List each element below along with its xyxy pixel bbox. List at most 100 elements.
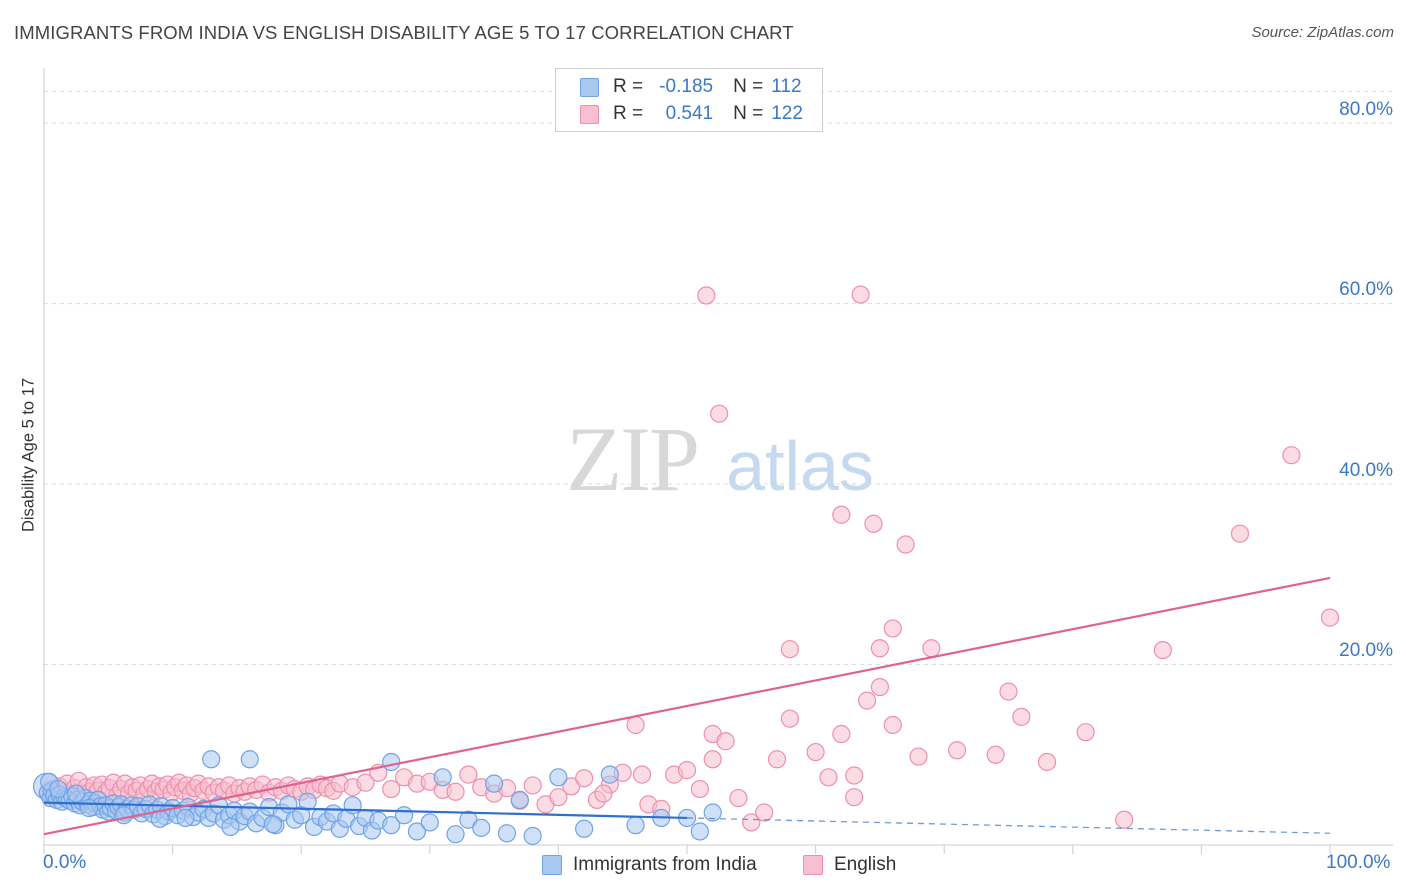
x-tick-label-min: 0.0%	[43, 852, 87, 873]
data-point-english	[710, 404, 729, 423]
data-point-immigrants	[240, 750, 259, 769]
trend-line-immigrants-extension	[686, 817, 1331, 834]
data-point-immigrants	[298, 792, 317, 811]
x-tick-label-max: 100.0%	[1326, 852, 1391, 873]
trend-line-english	[43, 576, 1331, 836]
data-point-english	[857, 691, 877, 710]
data-point-english	[832, 724, 851, 744]
data-point-immigrants	[600, 765, 619, 784]
data-point-immigrants	[382, 752, 401, 772]
data-point-english	[729, 788, 748, 808]
data-point-english	[845, 788, 864, 807]
series-immigrants-from-india	[32, 750, 722, 846]
data-point-english	[549, 788, 568, 807]
legend-n-value: 112	[771, 76, 802, 97]
data-point-english	[742, 813, 761, 832]
data-point-immigrants	[523, 826, 542, 846]
data-point-english	[986, 745, 1005, 764]
data-point-immigrants	[79, 798, 99, 818]
legend-n-value: 122	[771, 103, 803, 124]
watermark: ZIP atlas	[566, 408, 874, 510]
legend-row-immigrants: R = -0.185 N = 112	[580, 75, 802, 99]
legend-swatch-pink	[580, 104, 599, 124]
data-point-english	[864, 514, 883, 533]
svg-text:ZIP: ZIP	[566, 408, 698, 510]
bottom-legend-english: English	[803, 852, 896, 878]
data-point-english	[870, 677, 890, 697]
data-point-english	[626, 715, 645, 735]
data-point-immigrants	[690, 822, 709, 841]
data-point-english	[883, 715, 902, 735]
data-point-immigrants	[67, 784, 86, 803]
data-point-english	[703, 750, 722, 769]
data-point-immigrants	[382, 816, 401, 835]
bottom-legend-swatch-pink	[803, 855, 823, 875]
y-tick-label: 40.0%	[1339, 459, 1393, 481]
data-point-english	[632, 765, 652, 784]
data-point-english	[909, 747, 928, 766]
data-point-english	[356, 773, 375, 792]
data-point-english	[1012, 707, 1031, 726]
chart-title: IMMIGRANTS FROM INDIA VS ENGLISH DISABIL…	[14, 22, 794, 43]
data-point-english	[459, 765, 478, 784]
data-point-english	[716, 732, 735, 751]
legend-r-value: -0.185	[659, 76, 714, 97]
data-point-immigrants	[485, 774, 504, 793]
data-point-english	[819, 768, 838, 787]
data-point-immigrants	[433, 768, 452, 787]
data-point-immigrants	[263, 815, 283, 834]
data-point-english	[677, 761, 697, 780]
grid-lines	[44, 91, 1393, 666]
data-point-english	[690, 779, 709, 799]
data-point-immigrants	[497, 824, 517, 843]
data-point-english	[1037, 752, 1057, 772]
data-point-english	[806, 742, 825, 762]
legend-r-label: R =	[613, 103, 644, 124]
y-tick-label: 60.0%	[1339, 279, 1393, 301]
bottom-legend-label-english: English	[834, 854, 897, 875]
legend-r-value: 0.541	[665, 103, 714, 124]
trend-lines	[43, 576, 1331, 836]
axes	[43, 68, 1393, 854]
svg-text:atlas: atlas	[726, 427, 874, 505]
data-point-immigrants	[407, 822, 427, 841]
data-point-immigrants	[420, 813, 439, 832]
correlation-legend: R = -0.185 N = 112 R = 0.541 N = 122	[555, 68, 823, 132]
legend-n-label: N =	[733, 76, 764, 97]
data-point-english	[1076, 723, 1095, 742]
data-point-english	[575, 769, 594, 788]
data-point-english	[382, 779, 401, 799]
data-point-immigrants	[202, 750, 221, 769]
chart-source: Source: ZipAtlas.com	[1251, 24, 1394, 41]
legend-row-english: R = 0.541 N = 122	[580, 102, 803, 126]
series-english	[38, 285, 1340, 832]
data-point-immigrants	[49, 779, 68, 799]
data-point-immigrants	[626, 816, 645, 835]
legend-n-label: N =	[733, 103, 764, 124]
data-point-immigrants	[176, 808, 195, 828]
data-point-english	[446, 782, 465, 801]
legend-swatch-blue	[580, 77, 599, 97]
data-point-english	[922, 639, 941, 658]
data-point-immigrants	[343, 796, 362, 815]
data-point-english	[845, 766, 864, 785]
bottom-legend-label-immigrants: Immigrants from India	[573, 854, 757, 875]
data-point-english	[1115, 810, 1134, 829]
data-point-english	[1153, 640, 1172, 660]
data-point-immigrants	[703, 803, 722, 822]
data-point-english	[767, 750, 787, 769]
data-point-immigrants	[114, 806, 133, 825]
data-point-english	[780, 709, 799, 728]
data-point-english	[697, 286, 716, 305]
data-point-english	[1230, 524, 1250, 543]
y-tick-label: 20.0%	[1339, 639, 1393, 661]
data-point-immigrants	[459, 810, 478, 829]
data-point-immigrants	[575, 819, 594, 838]
data-point-english	[1320, 608, 1340, 627]
data-point-english	[851, 285, 870, 304]
data-point-immigrants	[472, 818, 491, 837]
data-point-immigrants	[394, 806, 414, 825]
data-point-english	[755, 803, 774, 822]
data-point-english	[999, 682, 1018, 701]
